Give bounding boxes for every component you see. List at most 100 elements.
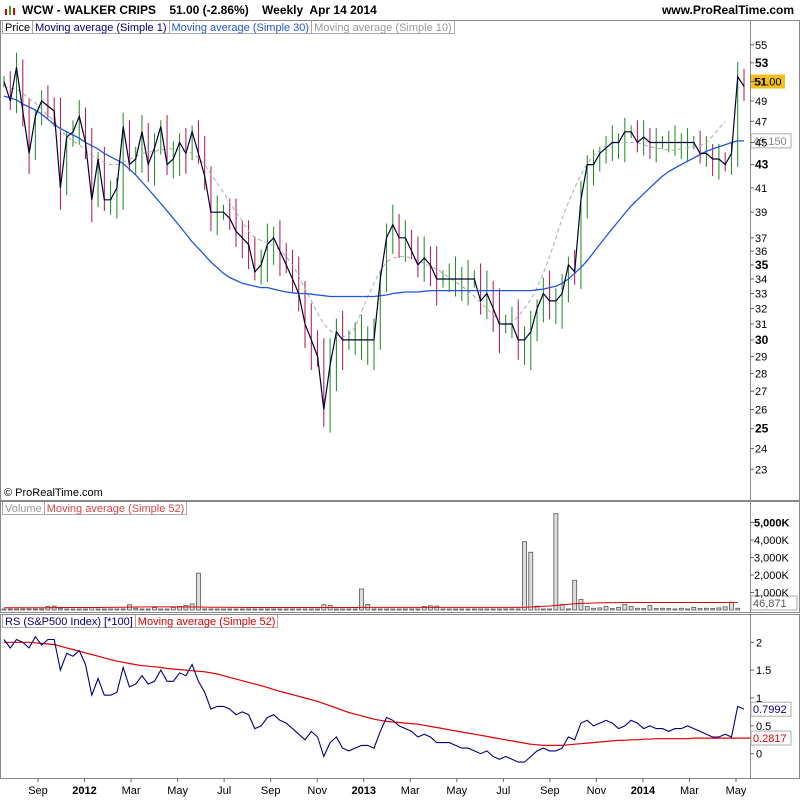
legend-rs-sma52[interactable]: Moving average (Simple 52) [135,614,279,628]
volume-bar [484,608,490,611]
price-tick-label: 37 [755,233,767,245]
price-panel: 51.00 45.150 [3,52,792,433]
rs-tick-label: 1.5 [756,665,771,677]
price-tick-label: 36 [755,246,767,258]
volume-bar [534,605,540,611]
volume-bar [647,605,653,611]
volume-bar [290,608,295,611]
volume-bar [7,608,13,611]
legend-volume[interactable]: Volume [2,501,45,515]
volume-bar [685,608,690,611]
volume-bar [58,608,63,611]
x-tick-label: May [167,785,188,797]
volume-bar [114,608,120,611]
volume-sma-label: 46,871 [753,598,787,610]
volume-bar [308,608,314,611]
volume-bar [390,608,396,611]
volume-bar [666,608,672,611]
rs-sma-label: 0.2817 [753,733,787,745]
rs-line [3,635,745,763]
price-tick-label: 39 [755,207,767,219]
volume-bar [566,608,571,611]
volume-bar [722,606,728,611]
volume-bar [478,608,484,611]
volume-bar [421,606,427,611]
volume-bar [402,608,408,611]
price-tick-label: 26 [755,405,767,417]
volume-bar [221,608,226,611]
volume-bar [239,608,245,611]
price-tick-label: 45 [755,137,767,149]
chart-title: WCW - WALKER CRIPS 51.00 (-2.86%) Weekly… [22,3,377,17]
price-tick-label: 28 [755,369,767,381]
site-url[interactable]: www.ProRealTime.com [661,3,794,17]
price-tick-label: 24 [755,444,767,456]
price-tick-label: 32 [755,303,767,315]
legend-rs[interactable]: RS (S&P500 Index) [*100] [2,614,136,628]
bar-chart-icon [5,6,15,15]
volume-bar [509,608,515,611]
volume-bar [660,607,665,611]
volume-bar [572,579,578,611]
volume-tick-label: 5,000K [754,518,790,530]
x-tick-label: May [446,785,467,797]
volume-bar [697,608,703,611]
legend-price[interactable]: Price [2,20,34,34]
volume-bar [227,608,233,611]
volume-bar [340,608,346,611]
price-tick-label: 30 [755,333,769,347]
volume-bar [70,608,76,611]
volume-bar [522,541,527,611]
volume-bar [497,608,502,611]
volume-bar [515,608,521,611]
volume-bar [164,608,170,611]
rs-tick-label: 0.5 [756,721,771,733]
volume-bar [415,608,421,611]
volume-bar [246,608,251,611]
volume-tick-label: 2,000K [754,570,790,582]
volume-bar [735,607,741,611]
volume-bar [603,606,609,611]
price-tick-label: 35 [755,258,769,272]
volume-bar [540,608,546,611]
volume-bar [283,608,289,611]
price-tick-label: 47 [755,116,767,128]
rs-value-label: 0.7992 [753,704,787,716]
volume-bar [1,608,7,611]
sma30-line [3,95,744,298]
volume-tick-label: 1,000K [754,588,790,600]
volume-bar [26,608,32,611]
x-tick-label: May [726,785,747,797]
volume-bar [641,608,647,611]
volume-bar [83,608,88,611]
price-tick-label: 33 [755,289,767,301]
volume-sma52-line [4,602,738,609]
rs-tick-label: 1 [756,693,762,705]
sma30-value-label: 45.150 [753,136,787,148]
volume-bar [296,608,302,611]
volume-bar [139,608,145,611]
volume-bar [678,607,684,611]
volume-bar [465,608,471,611]
volume-bar [302,608,308,611]
volume-bar [503,608,509,611]
volume-bar [703,607,709,611]
volume-bar [584,606,590,611]
x-tick-label: Mar [122,785,141,797]
x-tick-label: Jul [217,785,231,797]
price-tick-label: 31 [755,319,767,331]
price-tick-label: 34 [755,274,767,286]
volume-bar [409,608,415,611]
volume-bar [553,513,559,611]
close-line [3,67,745,410]
sma10-line [3,85,726,338]
volume-bar [271,608,277,611]
price-tick-label: 27 [755,386,767,398]
volume-bar [434,605,440,611]
volume-bar [471,608,477,611]
price-tick-label: 53 [755,56,769,70]
volume-bar [359,588,364,611]
volume-bar [32,608,38,611]
volume-bar [377,608,383,611]
